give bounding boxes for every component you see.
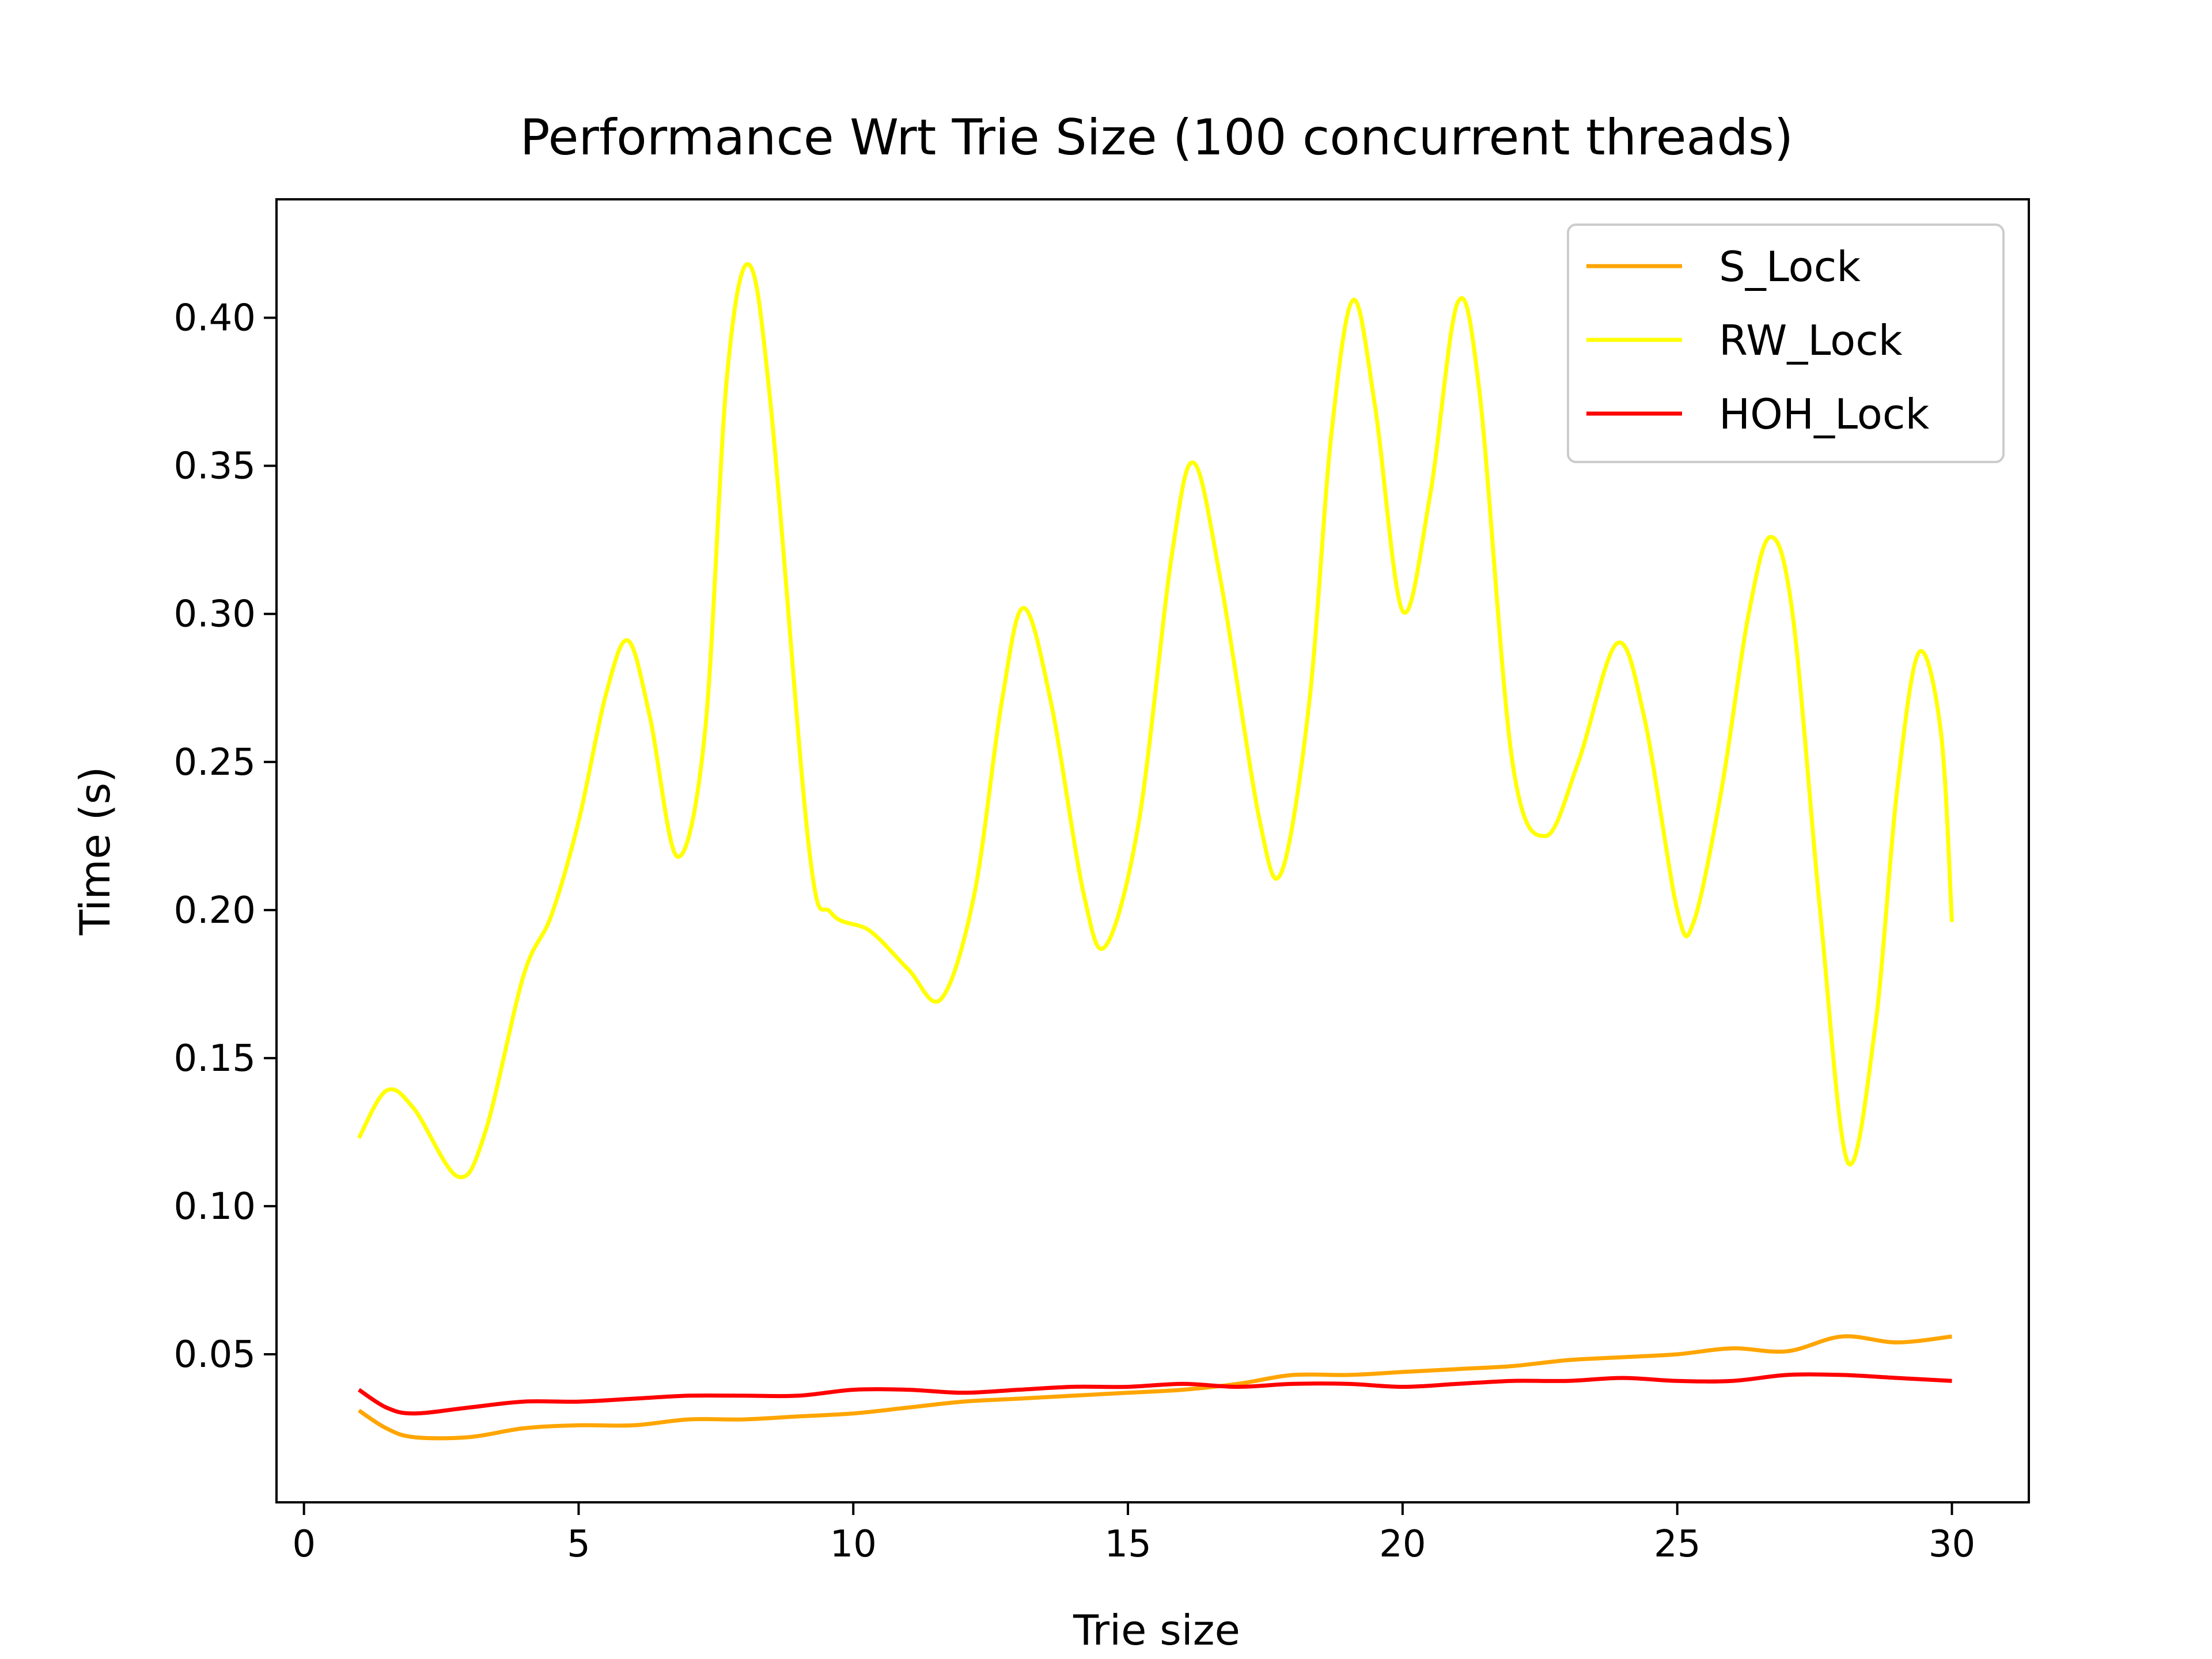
x-tick-label: 0 xyxy=(292,1523,316,1566)
y-tick-label: 0.35 xyxy=(174,445,256,488)
y-tick-label: 0.10 xyxy=(174,1185,256,1228)
chart-title: Performance Wrt Trie Size (100 concurren… xyxy=(520,109,1793,166)
series-line-rw-lock xyxy=(357,262,1954,1180)
series-layer xyxy=(357,262,1954,1441)
y-tick-label: 0.05 xyxy=(174,1334,256,1376)
plot-frame xyxy=(275,198,2030,1503)
x-tick-label: 20 xyxy=(1379,1523,1426,1566)
legend: S_Lock RW_Lock HOH_Lock xyxy=(1567,224,2005,463)
legend-label-rw-lock: RW_Lock xyxy=(1719,316,1903,365)
x-tick-label: 25 xyxy=(1654,1523,1700,1566)
y-tick-label: 0.25 xyxy=(174,741,256,784)
y-tick-label: 0.30 xyxy=(174,593,256,636)
x-tick-label: 5 xyxy=(567,1523,590,1566)
series-line-s-lock xyxy=(358,1334,1952,1441)
x-tick-label: 30 xyxy=(1929,1523,1975,1566)
legend-label-hoh-lock: HOH_Lock xyxy=(1719,390,1929,438)
y-tick-label: 0.20 xyxy=(174,889,256,932)
series-line-hoh-lock xyxy=(358,1372,1952,1416)
y-axis-label: Time (s) xyxy=(71,767,119,936)
x-axis: 0 5 10 15 20 25 30 xyxy=(292,1502,1975,1566)
legend-label-s-lock: S_Lock xyxy=(1719,243,1861,291)
y-tick-label: 0.15 xyxy=(174,1037,256,1080)
y-axis: 0.05 0.10 0.15 0.20 0.25 0.30 0.35 0.40 xyxy=(174,297,276,1376)
x-tick-label: 10 xyxy=(830,1523,877,1566)
x-tick-label: 15 xyxy=(1104,1523,1151,1566)
y-tick-label: 0.40 xyxy=(174,297,256,340)
x-axis-label: Trie size xyxy=(1073,1606,1240,1654)
legend-box xyxy=(1567,224,2005,463)
